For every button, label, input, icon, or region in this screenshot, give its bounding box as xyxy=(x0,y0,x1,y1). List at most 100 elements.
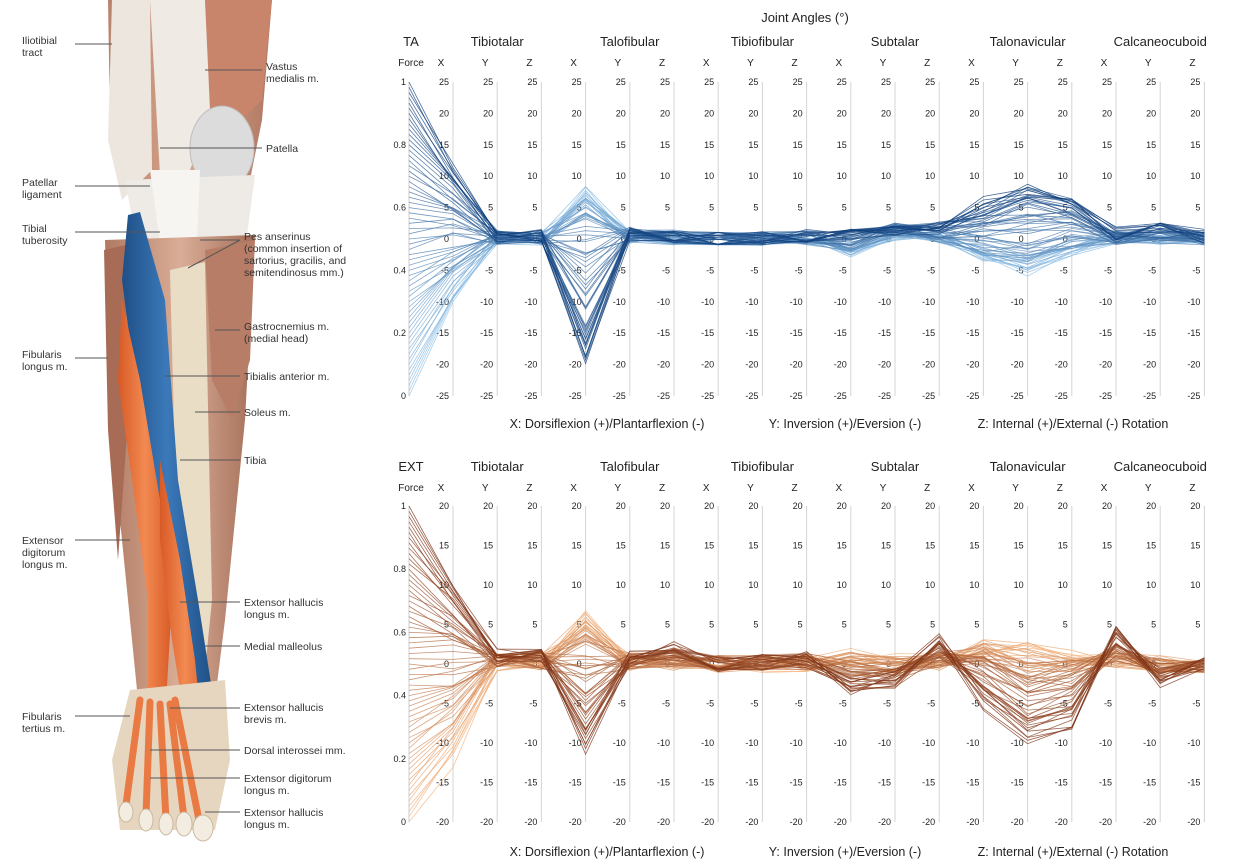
angle-tick-label: 10 xyxy=(1146,171,1156,181)
angle-tick-label: 0 xyxy=(974,234,979,244)
angle-tick-label: -5 xyxy=(1192,265,1200,275)
angle-tick-label: 25 xyxy=(1190,77,1200,87)
trial-line xyxy=(408,128,1205,347)
axis-component-label: Y xyxy=(1145,483,1152,494)
angle-tick-label: 5 xyxy=(886,203,891,213)
joint-header: Subtalar xyxy=(871,34,920,49)
y-caption-1: Y: Inversion (+)/Eversion (-) xyxy=(769,417,921,431)
angle-tick-label: -5 xyxy=(485,265,493,275)
trial-line xyxy=(408,511,1205,756)
angle-tick-label: -20 xyxy=(966,360,979,370)
angle-tick-label: 20 xyxy=(483,108,493,118)
angle-tick-label: 15 xyxy=(1146,140,1156,150)
angle-tick-label: 10 xyxy=(837,171,847,181)
angle-tick-label: 20 xyxy=(837,501,847,511)
angle-tick-label: 15 xyxy=(1014,140,1024,150)
anatomy-label: Extensor xyxy=(22,535,64,547)
angle-tick-label: -10 xyxy=(922,738,935,748)
panel-ta: TA Tibiotalar Talofibular Tibiofibular Subta… xyxy=(393,34,1206,401)
axis-component-label: Y xyxy=(1012,483,1019,494)
anatomy-label: longus m. xyxy=(22,361,68,373)
joint-angles-charts: Joint Angles (°) TA Tibiotalar Talofibular… xyxy=(393,10,1207,859)
angle-tick-label: 15 xyxy=(881,140,891,150)
angle-tick-label: -5 xyxy=(485,699,493,709)
angle-tick-label: -20 xyxy=(966,817,979,827)
angle-tick-label: -5 xyxy=(1060,265,1068,275)
force-axis-label: Force xyxy=(398,58,424,69)
axis-component-label: Z xyxy=(1057,483,1063,494)
x-caption-2: X: Dorsiflexion (+)/Plantarflexion (-) xyxy=(510,845,705,859)
angle-tick-label: -5 xyxy=(839,265,847,275)
angle-tick-label: 5 xyxy=(886,620,891,630)
angle-tick-label: 10 xyxy=(1014,171,1024,181)
anatomy-label: digitorum xyxy=(22,547,65,559)
angle-tick-label: 25 xyxy=(969,77,979,87)
angle-tick-label: -10 xyxy=(1143,738,1156,748)
angle-tick-label: -20 xyxy=(1187,817,1200,827)
anatomy-label: semitendinosus mm.) xyxy=(244,267,344,279)
axis-component-label: Z xyxy=(792,58,798,69)
force-tick-label: 0.4 xyxy=(393,265,406,275)
axis-component-label: Y xyxy=(482,58,489,69)
angle-tick-label: -15 xyxy=(613,778,626,788)
angle-tick-label: -20 xyxy=(1011,360,1024,370)
angle-tick-label: -15 xyxy=(834,778,847,788)
angle-tick-label: -10 xyxy=(657,738,670,748)
angle-tick-label: 10 xyxy=(837,580,847,590)
angle-tick-label: 5 xyxy=(798,203,803,213)
angle-tick-label: 20 xyxy=(1190,501,1200,511)
trial-lines xyxy=(408,81,1205,397)
angle-tick-label: -20 xyxy=(1099,360,1112,370)
angle-tick-label: -20 xyxy=(1143,817,1156,827)
angle-tick-label: 20 xyxy=(439,108,449,118)
angle-tick-label: -10 xyxy=(1187,297,1200,307)
force-tick-label: 1 xyxy=(401,77,406,87)
axis-component-label: X xyxy=(438,58,445,69)
angle-tick-label: -5 xyxy=(927,699,935,709)
angle-tick-label: -20 xyxy=(613,817,626,827)
angle-tick-label: -5 xyxy=(1104,265,1112,275)
force-tick-label: 0.6 xyxy=(393,627,406,637)
angle-tick-label: -15 xyxy=(966,328,979,338)
angle-tick-label: -20 xyxy=(922,817,935,827)
angle-tick-label: 20 xyxy=(1190,108,1200,118)
angle-tick-label: -10 xyxy=(524,297,537,307)
angle-tick-label: 20 xyxy=(704,501,714,511)
angle-tick-label: -15 xyxy=(1011,778,1024,788)
anatomy-label: longus m. xyxy=(22,559,68,571)
angle-tick-label: -10 xyxy=(1187,738,1200,748)
angle-tick-label: 5 xyxy=(842,620,847,630)
angle-tick-label: -15 xyxy=(922,778,935,788)
angle-tick-label: 20 xyxy=(1014,501,1024,511)
anatomy-label: brevis m. xyxy=(244,714,287,726)
angle-tick-label: -5 xyxy=(927,265,935,275)
angle-tick-label: -10 xyxy=(524,738,537,748)
angle-tick-label: 20 xyxy=(616,501,626,511)
force-tick-label: 0.4 xyxy=(393,691,406,701)
panel-name: EXT xyxy=(398,459,423,474)
angle-tick-label: -20 xyxy=(569,360,582,370)
angle-tick-label: 5 xyxy=(930,620,935,630)
force-axis-label: Force xyxy=(398,483,424,494)
joint-header: Calcaneocuboid xyxy=(1114,459,1207,474)
angle-tick-label: 20 xyxy=(793,108,803,118)
angle-tick-label: 15 xyxy=(925,140,935,150)
angle-tick-label: 15 xyxy=(439,140,449,150)
anatomy-label: sartorius, gracilis, and xyxy=(244,255,346,267)
force-tick-label: 0.8 xyxy=(393,564,406,574)
angle-tick-label: 20 xyxy=(748,108,758,118)
angle-tick-label: 20 xyxy=(704,108,714,118)
anatomy-label: Tibia xyxy=(244,455,267,467)
angle-tick-label: -15 xyxy=(922,328,935,338)
angle-tick-label: -25 xyxy=(922,391,935,401)
angle-tick-label: 5 xyxy=(488,620,493,630)
angle-tick-label: -5 xyxy=(971,699,979,709)
angle-tick-label: -15 xyxy=(745,328,758,338)
angle-tick-label: -10 xyxy=(1099,297,1112,307)
angle-tick-label: 15 xyxy=(483,140,493,150)
anatomy-label: Vastus xyxy=(266,61,297,73)
angle-tick-label: 25 xyxy=(439,77,449,87)
joint-header: Tibiotalar xyxy=(471,34,525,49)
angle-tick-label: -10 xyxy=(1099,738,1112,748)
anatomy-label: (medial head) xyxy=(244,333,308,345)
